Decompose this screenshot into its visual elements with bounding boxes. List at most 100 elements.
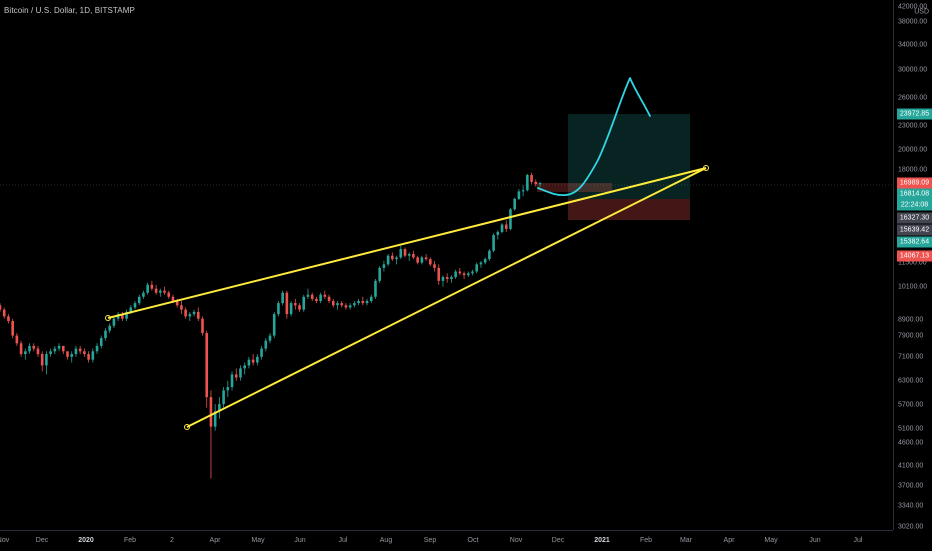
- candlestick-series: [0, 172, 542, 479]
- price-tick-label: 42000.00: [898, 3, 928, 11]
- price-tick-label: 3340.00: [898, 502, 924, 510]
- candle-body: [0, 305, 2, 310]
- candle-body: [19, 343, 23, 355]
- price-tick-label: 20000.00: [898, 146, 928, 154]
- candle-body: [188, 314, 192, 317]
- time-tick-label: 2: [170, 537, 174, 544]
- candle-body: [108, 325, 111, 331]
- time-tick-label: Aug: [379, 537, 393, 544]
- candle-body: [361, 300, 365, 304]
- time-tick-label: Jun: [294, 537, 306, 544]
- candle-body: [475, 264, 479, 272]
- candle-body: [83, 351, 86, 355]
- candle-body: [323, 294, 327, 297]
- candle-body: [500, 224, 504, 232]
- candle-body: [226, 387, 230, 391]
- candle-body: [458, 271, 462, 274]
- time-tick-label: Dec: [551, 537, 565, 544]
- candle-body: [78, 348, 82, 352]
- candle-body: [264, 340, 268, 349]
- candle-body: [184, 309, 187, 317]
- upper-trendline: [107, 167, 707, 319]
- candle-body: [441, 277, 445, 281]
- candle-body: [201, 318, 204, 334]
- price-axis-unit: USD: [914, 8, 929, 16]
- candle-body: [483, 259, 487, 263]
- candle-body: [289, 303, 293, 315]
- candle-body: [504, 224, 508, 229]
- candle-body: [365, 300, 369, 304]
- candle-body: [424, 257, 428, 260]
- projection-path: [537, 77, 651, 197]
- candle-body: [517, 191, 521, 199]
- candle-body: [319, 294, 322, 301]
- time-tick-label: Jul: [853, 537, 863, 544]
- candle-body: [272, 314, 276, 336]
- candle-body: [251, 359, 255, 363]
- candle-body: [218, 404, 221, 412]
- trendline-anchor: [703, 165, 709, 171]
- candle-body: [315, 298, 318, 301]
- trendlines: [105, 165, 709, 430]
- candle-body: [53, 348, 57, 352]
- candle-body: [492, 234, 495, 251]
- candle-body: [416, 257, 419, 263]
- price-label: 23972.85: [897, 108, 932, 120]
- time-tick-label: 2020: [78, 537, 94, 544]
- candle-body: [378, 267, 381, 281]
- candle-body: [285, 292, 289, 315]
- candle-body: [137, 296, 141, 304]
- time-tick-label: Feb: [123, 537, 137, 544]
- candle-body: [407, 254, 411, 256]
- candle-body: [209, 397, 213, 427]
- price-label: 15639.42: [897, 224, 932, 236]
- price-tick-label: 11500.00: [898, 259, 927, 267]
- candle-body: [104, 330, 107, 339]
- candle-body: [40, 354, 44, 366]
- candle-body: [142, 292, 145, 297]
- price-tick-label: 8900.00: [898, 316, 924, 324]
- price-tick-label: 26000.00: [898, 94, 928, 102]
- trendline-anchor: [184, 424, 190, 430]
- price-tick-label: 7900.00: [898, 332, 924, 340]
- candle-body: [230, 374, 234, 388]
- candle-body: [95, 345, 99, 352]
- candle-body: [7, 316, 10, 322]
- candle-body: [15, 335, 19, 344]
- time-axis[interactable]: [0, 530, 893, 551]
- candle-body: [530, 175, 533, 182]
- time-tick-label: May: [251, 537, 265, 544]
- candle-body: [513, 198, 516, 210]
- candle-body: [180, 305, 183, 310]
- candle-body: [437, 267, 441, 281]
- candle-body: [57, 345, 61, 349]
- candle-body: [66, 351, 69, 357]
- candle-body: [256, 356, 259, 363]
- time-tick-label: Dec: [35, 537, 49, 544]
- candle-body: [348, 305, 352, 308]
- candle-body: [454, 271, 457, 278]
- candle-body: [488, 250, 491, 260]
- price-tick-label: 34000.00: [898, 41, 928, 49]
- entry-band: [537, 183, 612, 192]
- candle-body: [327, 296, 331, 301]
- candle-body: [344, 305, 348, 308]
- price-tick-label: 10100.00: [898, 283, 928, 291]
- time-tick-label: Jul: [338, 537, 348, 544]
- candle-body: [146, 284, 149, 293]
- candle-body: [509, 209, 512, 229]
- position-zones: [537, 114, 690, 220]
- candle-body: [32, 345, 36, 349]
- candle-body: [61, 345, 65, 352]
- candle-body: [466, 273, 470, 276]
- candle-body: [310, 294, 314, 299]
- candle-body: [298, 305, 301, 310]
- candle-body: [205, 333, 209, 398]
- candle-body: [420, 257, 424, 263]
- price-tick-label: 38000.00: [898, 18, 928, 26]
- target-zone: [568, 114, 690, 199]
- candle-body: [45, 354, 48, 366]
- price-axis[interactable]: USD: [893, 0, 932, 530]
- candle-body: [277, 303, 280, 315]
